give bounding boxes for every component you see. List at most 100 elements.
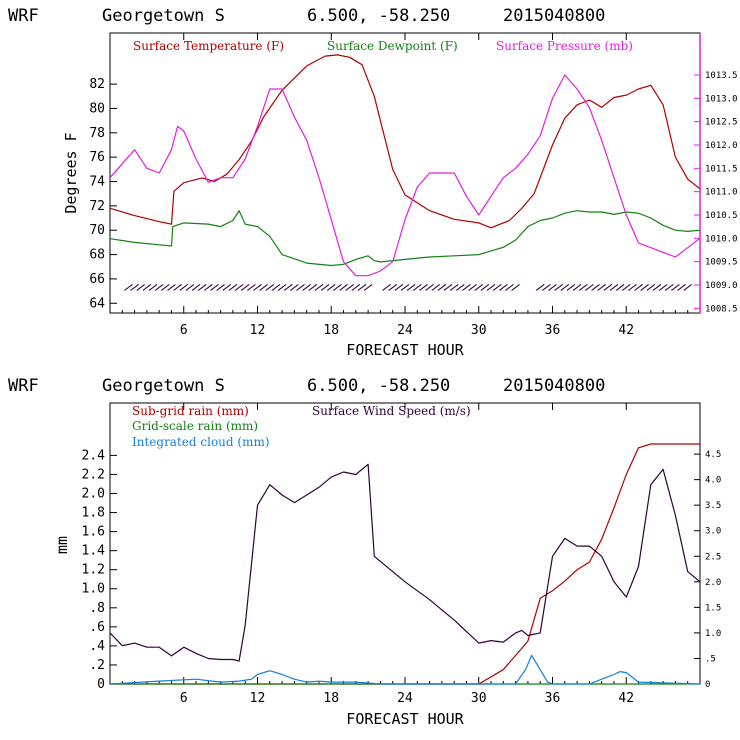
- wind-barb: [548, 284, 557, 291]
- wind-barb: [419, 284, 428, 291]
- wind-barb: [161, 284, 170, 291]
- y2-tick-label: 2.0: [705, 578, 721, 588]
- legend-entry: Surface Temperature (F): [133, 39, 284, 53]
- wind-barb: [308, 284, 318, 291]
- wind-barb: [474, 284, 484, 291]
- wind-barb: [234, 284, 244, 291]
- x-tick-label: 36: [545, 691, 561, 706]
- wind-barb: [406, 284, 416, 291]
- wind-barb: [357, 284, 367, 291]
- wind-barb: [615, 284, 625, 291]
- y-axis-label: Degrees F: [62, 132, 80, 213]
- y-tick-label: 66: [89, 272, 105, 287]
- plot-frame: [109, 32, 701, 314]
- chart-title-part: Georgetown S: [102, 6, 225, 26]
- x-tick-label: 36: [545, 323, 561, 338]
- wind-barb: [339, 284, 348, 291]
- wind-barb: [290, 284, 299, 291]
- y2-tick-label: 1010.5: [705, 211, 738, 221]
- legend-entry: Surface Wind Speed (m/s): [312, 404, 471, 418]
- x-axis-label: FORECAST HOUR: [346, 710, 464, 728]
- wind-barb: [388, 284, 398, 291]
- series-line: [109, 654, 701, 685]
- y2-tick-label: 1.5: [705, 603, 721, 613]
- wind-barb: [572, 284, 582, 291]
- temperature-pressure-panel: WRF Georgetown S 6.500, -58.250 2015040800 6…: [8, 6, 738, 359]
- wind-barb: [597, 284, 606, 291]
- wind-barb: [535, 284, 545, 291]
- wind-barb: [412, 284, 422, 291]
- y-tick-label: 2.0: [82, 486, 105, 501]
- wind-barb: [591, 284, 600, 291]
- wind-barb: [462, 284, 471, 291]
- wind-barb: [609, 284, 619, 291]
- wind-barb: [265, 284, 275, 291]
- wind-barb: [628, 284, 637, 291]
- y-tick-label: 80: [89, 101, 105, 116]
- x-tick-label: 12: [250, 323, 266, 338]
- wind-barb: [314, 284, 324, 291]
- legend-entry: Integrated cloud (mm): [132, 435, 270, 449]
- wind-barb: [179, 284, 189, 291]
- y2-tick-label: 1008.5: [705, 304, 738, 314]
- wind-barb: [425, 284, 434, 291]
- y-tick-label: 74: [89, 175, 105, 190]
- x-tick-label: 24: [397, 691, 413, 706]
- y2-tick-label: 0: [705, 680, 710, 690]
- series-line: [109, 210, 701, 267]
- series-line: [110, 443, 700, 685]
- y2-tick-label: 1011.5: [705, 164, 738, 174]
- wind-barb: [167, 284, 176, 291]
- wind-barb: [345, 284, 354, 291]
- series-line: [109, 74, 701, 277]
- y2-tick-label: .5: [705, 654, 716, 664]
- y2-tick-label: 1010.0: [705, 234, 738, 244]
- wind-barb: [271, 284, 281, 291]
- wind-barb: [683, 284, 693, 291]
- wind-barb: [431, 284, 441, 291]
- wind-barb: [449, 284, 459, 291]
- x-tick-label: 30: [471, 323, 487, 338]
- wind-barb: [542, 284, 551, 291]
- wind-barb: [320, 284, 330, 291]
- wind-barb: [400, 284, 410, 291]
- y-tick-label: 70: [89, 223, 105, 238]
- wind-barb: [664, 284, 674, 291]
- wind-barb: [554, 284, 563, 291]
- wind-barb: [603, 284, 613, 291]
- x-tick-label: 6: [180, 323, 188, 338]
- wind-barb: [277, 284, 287, 291]
- y2-tick-label: 4.5: [705, 450, 721, 460]
- x-tick-label: 24: [397, 323, 413, 338]
- wind-barb: [247, 284, 256, 291]
- x-tick-label: 42: [618, 323, 634, 338]
- wind-barb: [640, 284, 649, 291]
- wind-barb: [578, 284, 588, 291]
- wind-barb: [499, 284, 508, 291]
- wind-barb: [222, 284, 232, 291]
- wind-barb: [185, 284, 195, 291]
- y-tick-label: 0: [97, 677, 105, 692]
- wind-barb: [210, 284, 219, 291]
- y-tick-label: 68: [89, 248, 105, 263]
- wind-barb: [382, 284, 391, 291]
- y2-tick-label: 1013.0: [705, 94, 738, 104]
- chart-title-part: Georgetown S: [102, 376, 225, 396]
- y2-tick-label: 4.0: [705, 476, 721, 486]
- wind-barb: [566, 284, 576, 291]
- chart-title-part: WRF: [8, 6, 39, 26]
- y-tick-label: .2: [89, 658, 105, 673]
- wind-barb: [283, 284, 293, 291]
- wind-barb: [296, 284, 305, 291]
- y2-tick-label: 3.5: [705, 501, 721, 511]
- wind-barb: [646, 284, 656, 291]
- wind-barb: [671, 284, 680, 291]
- y-tick-label: 2.2: [82, 467, 105, 482]
- chart-title-part: 2015040800: [503, 376, 605, 396]
- wind-barb: [468, 284, 477, 291]
- series-line: [109, 54, 701, 229]
- wind-barb: [658, 284, 668, 291]
- y-tick-label: 2.4: [82, 448, 106, 463]
- wind-barb: [333, 284, 342, 291]
